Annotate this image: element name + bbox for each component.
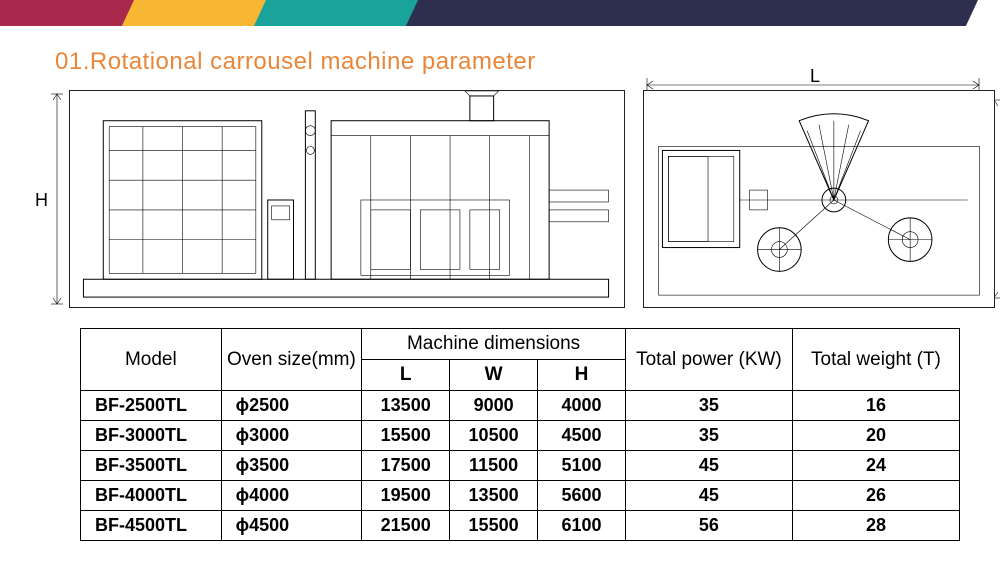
model-cell: BF-2500TL [81,391,222,421]
table-row: BF-4500TLɸ4500215001550061005628 [81,511,960,541]
side-view-drawing [69,90,625,308]
top-view-drawing [643,90,995,308]
h-cell: 5600 [538,481,626,511]
th-w: W [450,360,538,391]
l-cell: 21500 [362,511,450,541]
header-stripe [0,0,1000,26]
h-cell: 4500 [538,421,626,451]
th-power: Total power (KW) [625,329,792,391]
spec-table-region: Model Oven size(mm) Machine dimensions T… [80,328,960,541]
l-cell: 13500 [362,391,450,421]
l-cell: 15500 [362,421,450,451]
th-h: H [538,360,626,391]
th-l: L [362,360,450,391]
w-cell: 15500 [450,511,538,541]
stripe-segment [406,0,978,26]
th-oven: Oven size(mm) [221,329,362,391]
power-cell: 35 [625,421,792,451]
table-row: BF-3000TLɸ3000155001050045003520 [81,421,960,451]
oven-cell: ɸ3500 [221,451,362,481]
model-cell: BF-4000TL [81,481,222,511]
table-row: BF-2500TLɸ250013500900040003516 [81,391,960,421]
dimension-h-line [51,90,63,308]
th-model: Model [81,329,222,391]
h-cell: 6100 [538,511,626,541]
power-cell: 45 [625,481,792,511]
oven-cell: ɸ3000 [221,421,362,451]
w-cell: 13500 [450,481,538,511]
weight-cell: 28 [792,511,959,541]
l-cell: 19500 [362,481,450,511]
spec-table: Model Oven size(mm) Machine dimensions T… [80,328,960,541]
power-cell: 56 [625,511,792,541]
stripe-segment [254,0,426,26]
oven-cell: ɸ4000 [221,481,362,511]
w-cell: 10500 [450,421,538,451]
stripe-segment [0,0,142,26]
th-weight: Total weight (T) [792,329,959,391]
model-cell: BF-4500TL [81,511,222,541]
weight-cell: 20 [792,421,959,451]
page-title: 01.Rotational carrousel machine paramete… [55,48,536,76]
oven-cell: ɸ2500 [221,391,362,421]
stripe-segment [122,0,274,26]
weight-cell: 16 [792,391,959,421]
w-cell: 9000 [450,391,538,421]
table-row: BF-3500TLɸ3500175001150051004524 [81,451,960,481]
th-dims: Machine dimensions [362,329,626,360]
power-cell: 35 [625,391,792,421]
weight-cell: 26 [792,481,959,511]
model-cell: BF-3500TL [81,451,222,481]
model-cell: BF-3000TL [81,421,222,451]
diagram-region: H [55,90,960,320]
oven-cell: ɸ4500 [221,511,362,541]
table-row: BF-4000TLɸ4000195001350056004526 [81,481,960,511]
h-cell: 4000 [538,391,626,421]
power-cell: 45 [625,451,792,481]
dimension-h-label: H [35,190,48,211]
w-cell: 11500 [450,451,538,481]
l-cell: 17500 [362,451,450,481]
weight-cell: 24 [792,451,959,481]
h-cell: 5100 [538,451,626,481]
